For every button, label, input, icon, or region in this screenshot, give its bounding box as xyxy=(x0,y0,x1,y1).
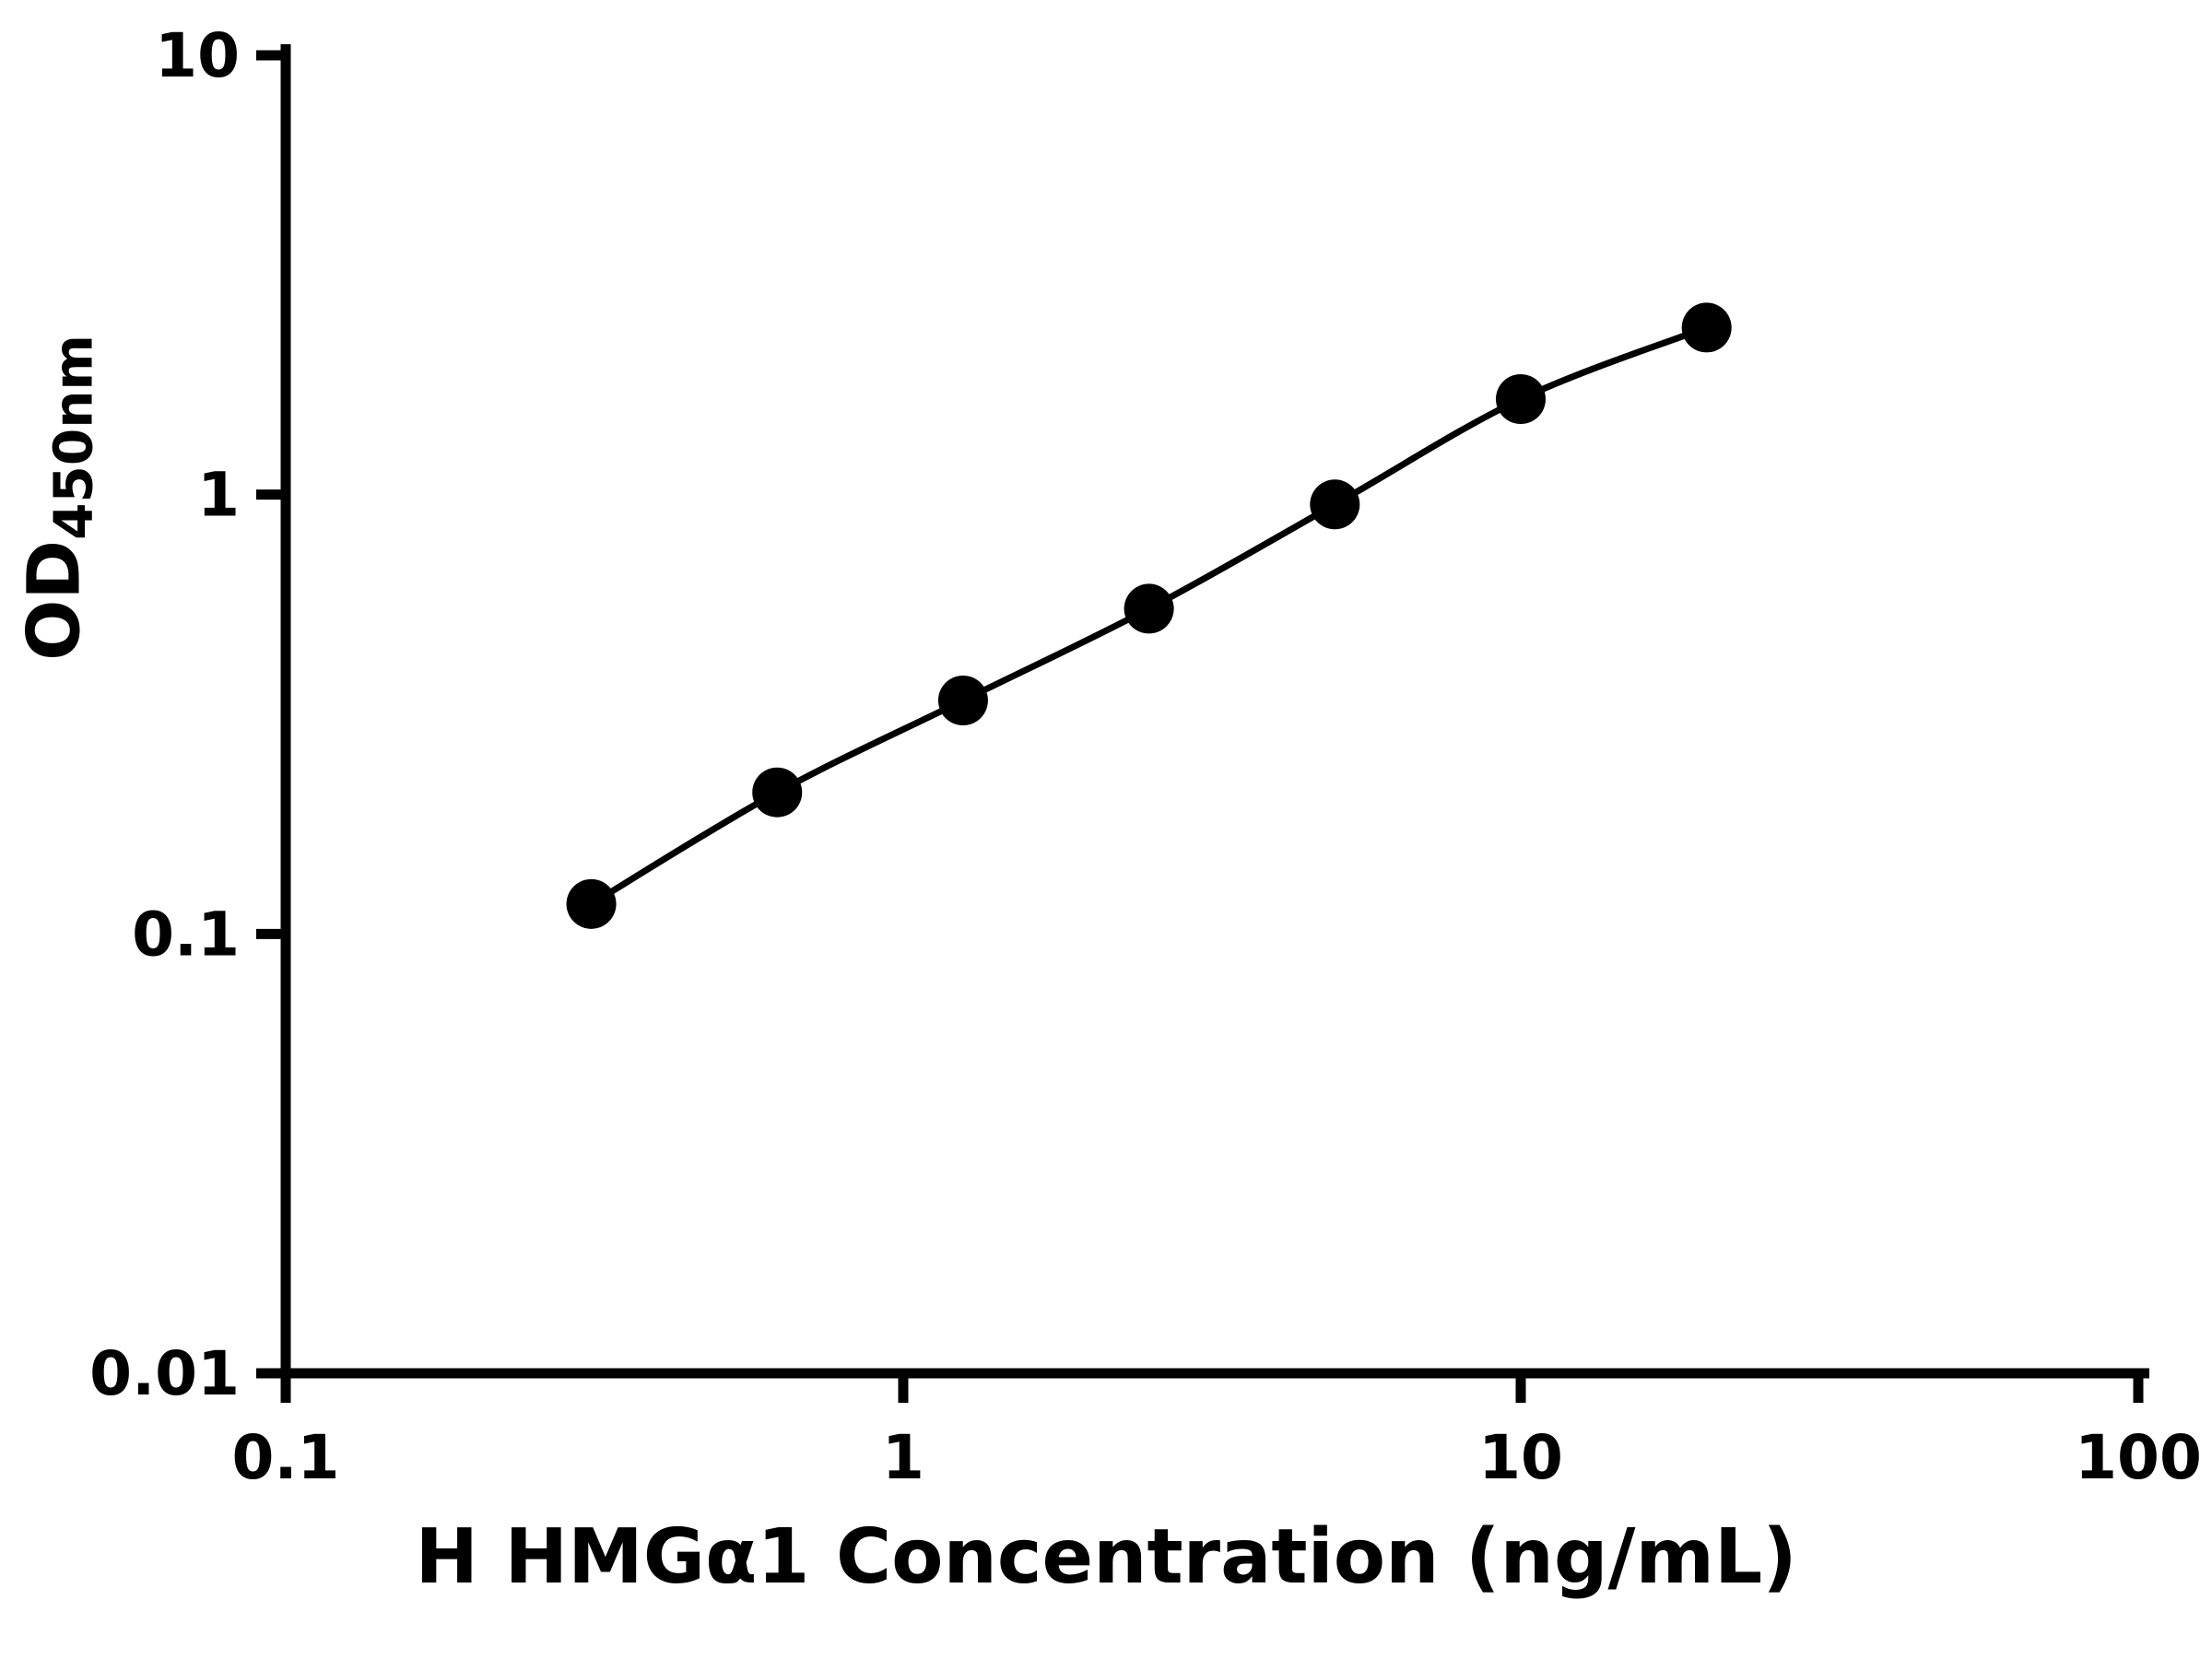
data-point xyxy=(566,878,617,929)
x-tick-label: 0.1 xyxy=(232,1422,340,1493)
y-axis-label-main: OD xyxy=(13,539,97,661)
data-point xyxy=(1496,373,1546,424)
y-axis-label-subscript: 450nm xyxy=(41,335,105,540)
y-tick-label: 0.01 xyxy=(89,1338,240,1409)
data-point xyxy=(1681,302,1732,353)
data-point xyxy=(937,675,988,725)
data-point xyxy=(752,767,803,818)
x-tick-label: 10 xyxy=(1478,1422,1563,1493)
data-point xyxy=(1310,479,1360,530)
y-axis-label: OD450nm xyxy=(14,335,105,661)
x-axis-label: H HMGα1 Concentration (ng/mL) xyxy=(415,1513,1797,1601)
x-tick-label: 100 xyxy=(2075,1422,2202,1493)
data-point xyxy=(1124,583,1174,634)
y-tick-label: 0.1 xyxy=(132,899,240,970)
y-tick-label: 1 xyxy=(197,460,240,531)
axis-spine xyxy=(280,44,2149,1379)
y-tick-label: 10 xyxy=(155,20,240,91)
x-tick-label: 1 xyxy=(882,1422,924,1493)
